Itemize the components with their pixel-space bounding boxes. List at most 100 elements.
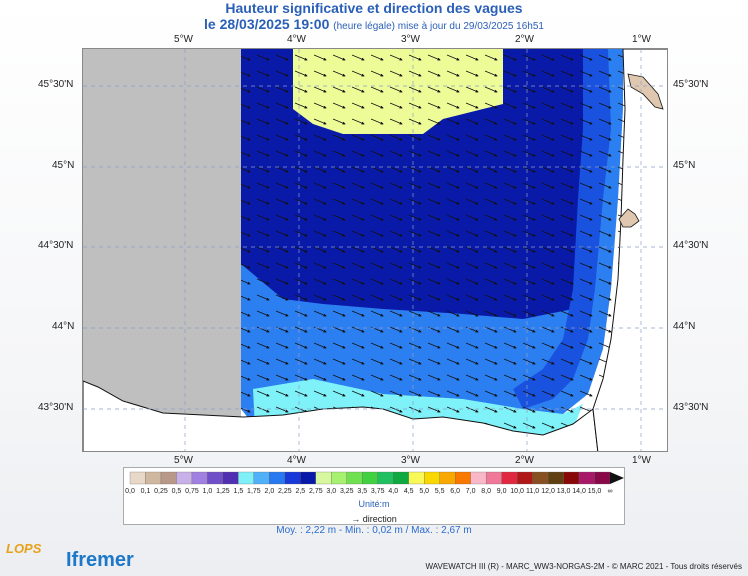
legend-value: 3,0	[326, 488, 337, 495]
lon-tick-bottom: 3°W	[401, 455, 420, 466]
legend-colorbar	[129, 471, 624, 485]
direction-arrows	[241, 49, 667, 451]
legend-value: 4,5	[403, 488, 414, 495]
legend-value: 8,0	[481, 488, 491, 495]
lon-tick-top: 1°W	[632, 34, 651, 45]
lops-logo: LOPS	[6, 541, 42, 556]
legend-swatch	[377, 471, 394, 485]
legend-value: 15,0	[587, 488, 602, 495]
lat-tick-right: 44°30'N	[673, 240, 709, 251]
map-subtitle: le 28/03/2025 19:00 (heure légale) mise …	[0, 16, 748, 35]
legend-swatch	[269, 471, 285, 485]
lat-tick-right: 43°30'N	[673, 402, 709, 413]
legend-swatch	[160, 471, 177, 485]
legend-swatch	[455, 471, 471, 485]
direction-label: direction	[362, 514, 397, 524]
legend-swatch	[578, 471, 595, 485]
legend-swatch	[284, 471, 301, 485]
legend-value: 1,75	[247, 488, 261, 495]
legend-value: 0,75	[185, 488, 199, 495]
legend-swatch	[207, 471, 224, 485]
legend-swatch	[176, 471, 193, 485]
nodata-region	[83, 49, 241, 451]
legend-value: 7,0	[465, 488, 476, 495]
legend-swatch	[346, 471, 363, 485]
legend-swatch	[532, 471, 549, 485]
lon-tick-bottom: 1°W	[632, 455, 651, 466]
lon-tick-top: 5°W	[174, 34, 193, 45]
legend-value: 0,5	[171, 488, 182, 495]
legend-swatch	[222, 471, 239, 485]
legend-swatch	[145, 471, 162, 485]
legend-swatch	[594, 471, 611, 485]
legend-value: 0,0	[125, 488, 135, 495]
legend-swatch	[547, 471, 564, 485]
footer-credits: WAVEWATCH III (R) - MARC_WW3-NORGAS-2M -…	[425, 562, 742, 571]
lat-tick-left: 44°N	[52, 321, 75, 332]
ifremer-logo: Ifremer	[66, 549, 134, 571]
legend-swatch	[253, 471, 270, 485]
direction-arrow-icon: →	[351, 514, 363, 524]
land-spain	[83, 380, 599, 451]
legend-value: 6,0	[450, 488, 461, 495]
legend-value: 10,0	[510, 488, 524, 495]
unit-label: Unité:m	[358, 499, 390, 509]
legend-value: 12,0	[541, 488, 555, 495]
gironde-estuary	[627, 73, 664, 110]
legend-swatch	[331, 471, 347, 485]
land-france	[592, 49, 667, 451]
legend-value: 3,25	[339, 488, 354, 495]
legend-overflow-arrow	[610, 472, 624, 484]
stats-line: Moy. : 2,22 m - Min. : 0,02 m / Max. : 2…	[276, 525, 472, 536]
lat-tick-right: 44°N	[673, 321, 696, 332]
legend-swatch	[470, 471, 487, 485]
map-title: Hauteur significative et direction des v…	[225, 0, 523, 16]
legend-value: 13,0	[556, 488, 571, 495]
wave-height-map[interactable]	[82, 48, 668, 452]
legend-value: 5,5	[434, 488, 445, 495]
graticule	[83, 49, 667, 451]
legend-swatch	[129, 471, 146, 485]
lon-tick-bottom: 2°W	[515, 455, 534, 466]
color-legend: 0,0 0,1 0,25 0,5 0,75 1,0 1,25 1,5 1,75 2,0 2,25 2,…	[123, 467, 625, 525]
lon-tick-bottom: 4°W	[287, 455, 306, 466]
legend-value: 3,5	[357, 488, 368, 495]
legend-swatch	[393, 471, 409, 485]
lat-tick-left: 43°30'N	[38, 402, 74, 413]
legend-swatch	[362, 471, 378, 485]
legend-swatch	[439, 471, 456, 485]
lat-tick-left: 45°30'N	[38, 79, 74, 90]
lon-tick-top: 3°W	[401, 34, 420, 45]
legend-value: 2,25	[278, 488, 292, 495]
legend-swatch	[408, 471, 425, 485]
legend-value: 2,0	[264, 488, 275, 495]
map-svg	[83, 49, 667, 451]
lon-tick-bottom: 5°W	[174, 455, 193, 466]
lat-tick-right: 45°30'N	[673, 79, 709, 90]
lon-tick-top: 4°W	[287, 34, 306, 45]
legend-swatch	[516, 471, 533, 485]
lat-tick-right: 45°N	[673, 160, 696, 171]
direction-legend: → direction	[124, 514, 624, 524]
legend-value: 3,75	[370, 488, 385, 495]
legend-value: 4,0	[388, 488, 399, 495]
legend-swatch	[563, 471, 580, 485]
legend-value: 1,25	[216, 488, 230, 495]
lat-tick-left: 44°30'N	[38, 240, 74, 251]
legend-value: 1,0	[202, 488, 213, 495]
lon-tick-top: 2°W	[515, 34, 534, 45]
legend-swatch	[238, 471, 255, 485]
legend-value: 14,0	[572, 488, 586, 495]
legend-swatch	[300, 471, 316, 485]
legend-swatch	[424, 471, 440, 485]
date-label: le 28/03/2025 19:00	[204, 16, 330, 32]
legend-value: 0,1	[140, 488, 151, 495]
legend-value: 2,75	[308, 488, 323, 495]
legend-swatch	[485, 471, 502, 485]
legend-value: 1,5	[233, 488, 244, 495]
lat-tick-left: 45°N	[52, 160, 75, 171]
date-note: (heure légale) mise à jour du 29/03/2025…	[333, 21, 544, 32]
legend-swatch	[315, 471, 332, 485]
legend-value: 0,25	[154, 488, 168, 495]
legend-swatch	[501, 471, 518, 485]
